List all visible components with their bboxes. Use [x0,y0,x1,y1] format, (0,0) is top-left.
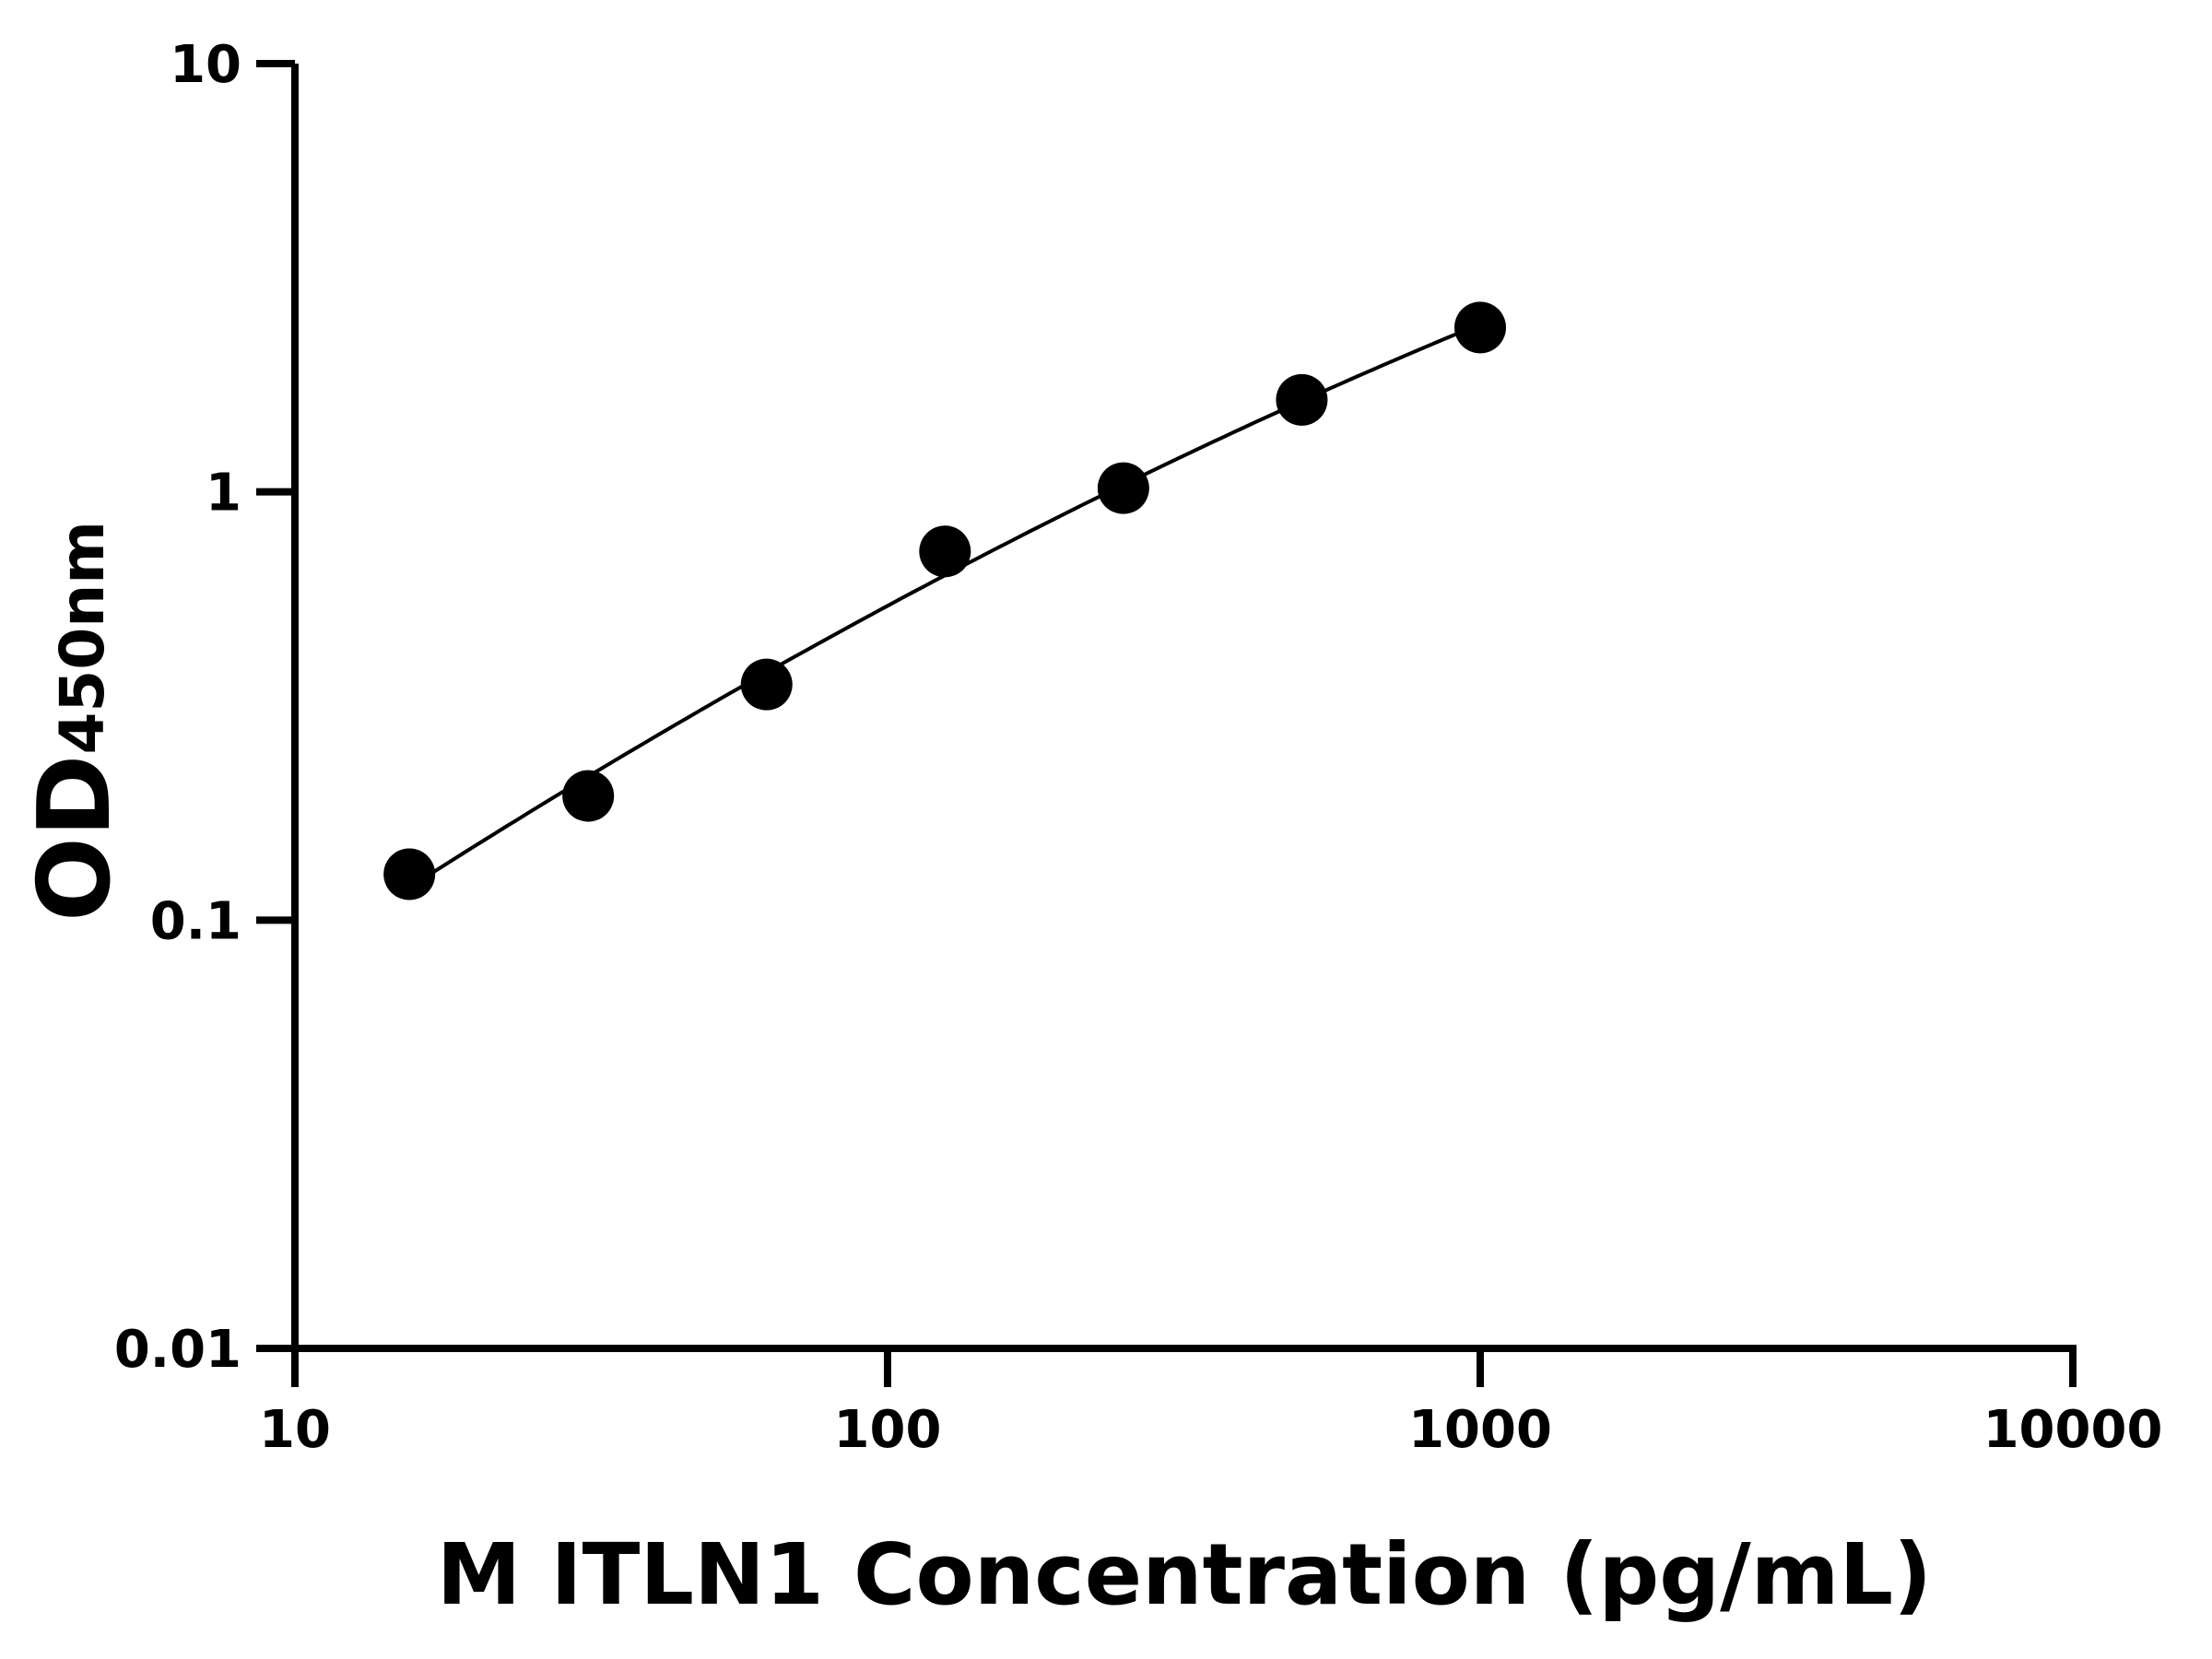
x-tick-label: 100 [834,1400,942,1460]
x-tick-label: 10000 [1983,1400,2163,1460]
x-tick-label: 1000 [1408,1400,1552,1460]
data-point [1276,373,1328,426]
y-tick-label: 1 [206,464,241,524]
data-point [740,658,793,711]
data-point [1454,301,1506,354]
data-point [383,848,436,900]
y-axis-title-sub: 450nm [47,521,118,755]
x-axis-title: M ITLN1 Concentration (pg/mL) [437,1525,1932,1624]
data-point [919,525,971,578]
y-tick-label: 0.01 [114,1320,241,1380]
y-tick-label: 10 [170,35,241,95]
x-tick-label: 10 [259,1400,331,1460]
y-tick-label: 0.1 [150,891,241,951]
data-point [1097,462,1149,514]
y-axis-title-main: OD [18,755,133,922]
y-axis-title: OD450nm [18,521,133,922]
data-point [562,770,615,822]
